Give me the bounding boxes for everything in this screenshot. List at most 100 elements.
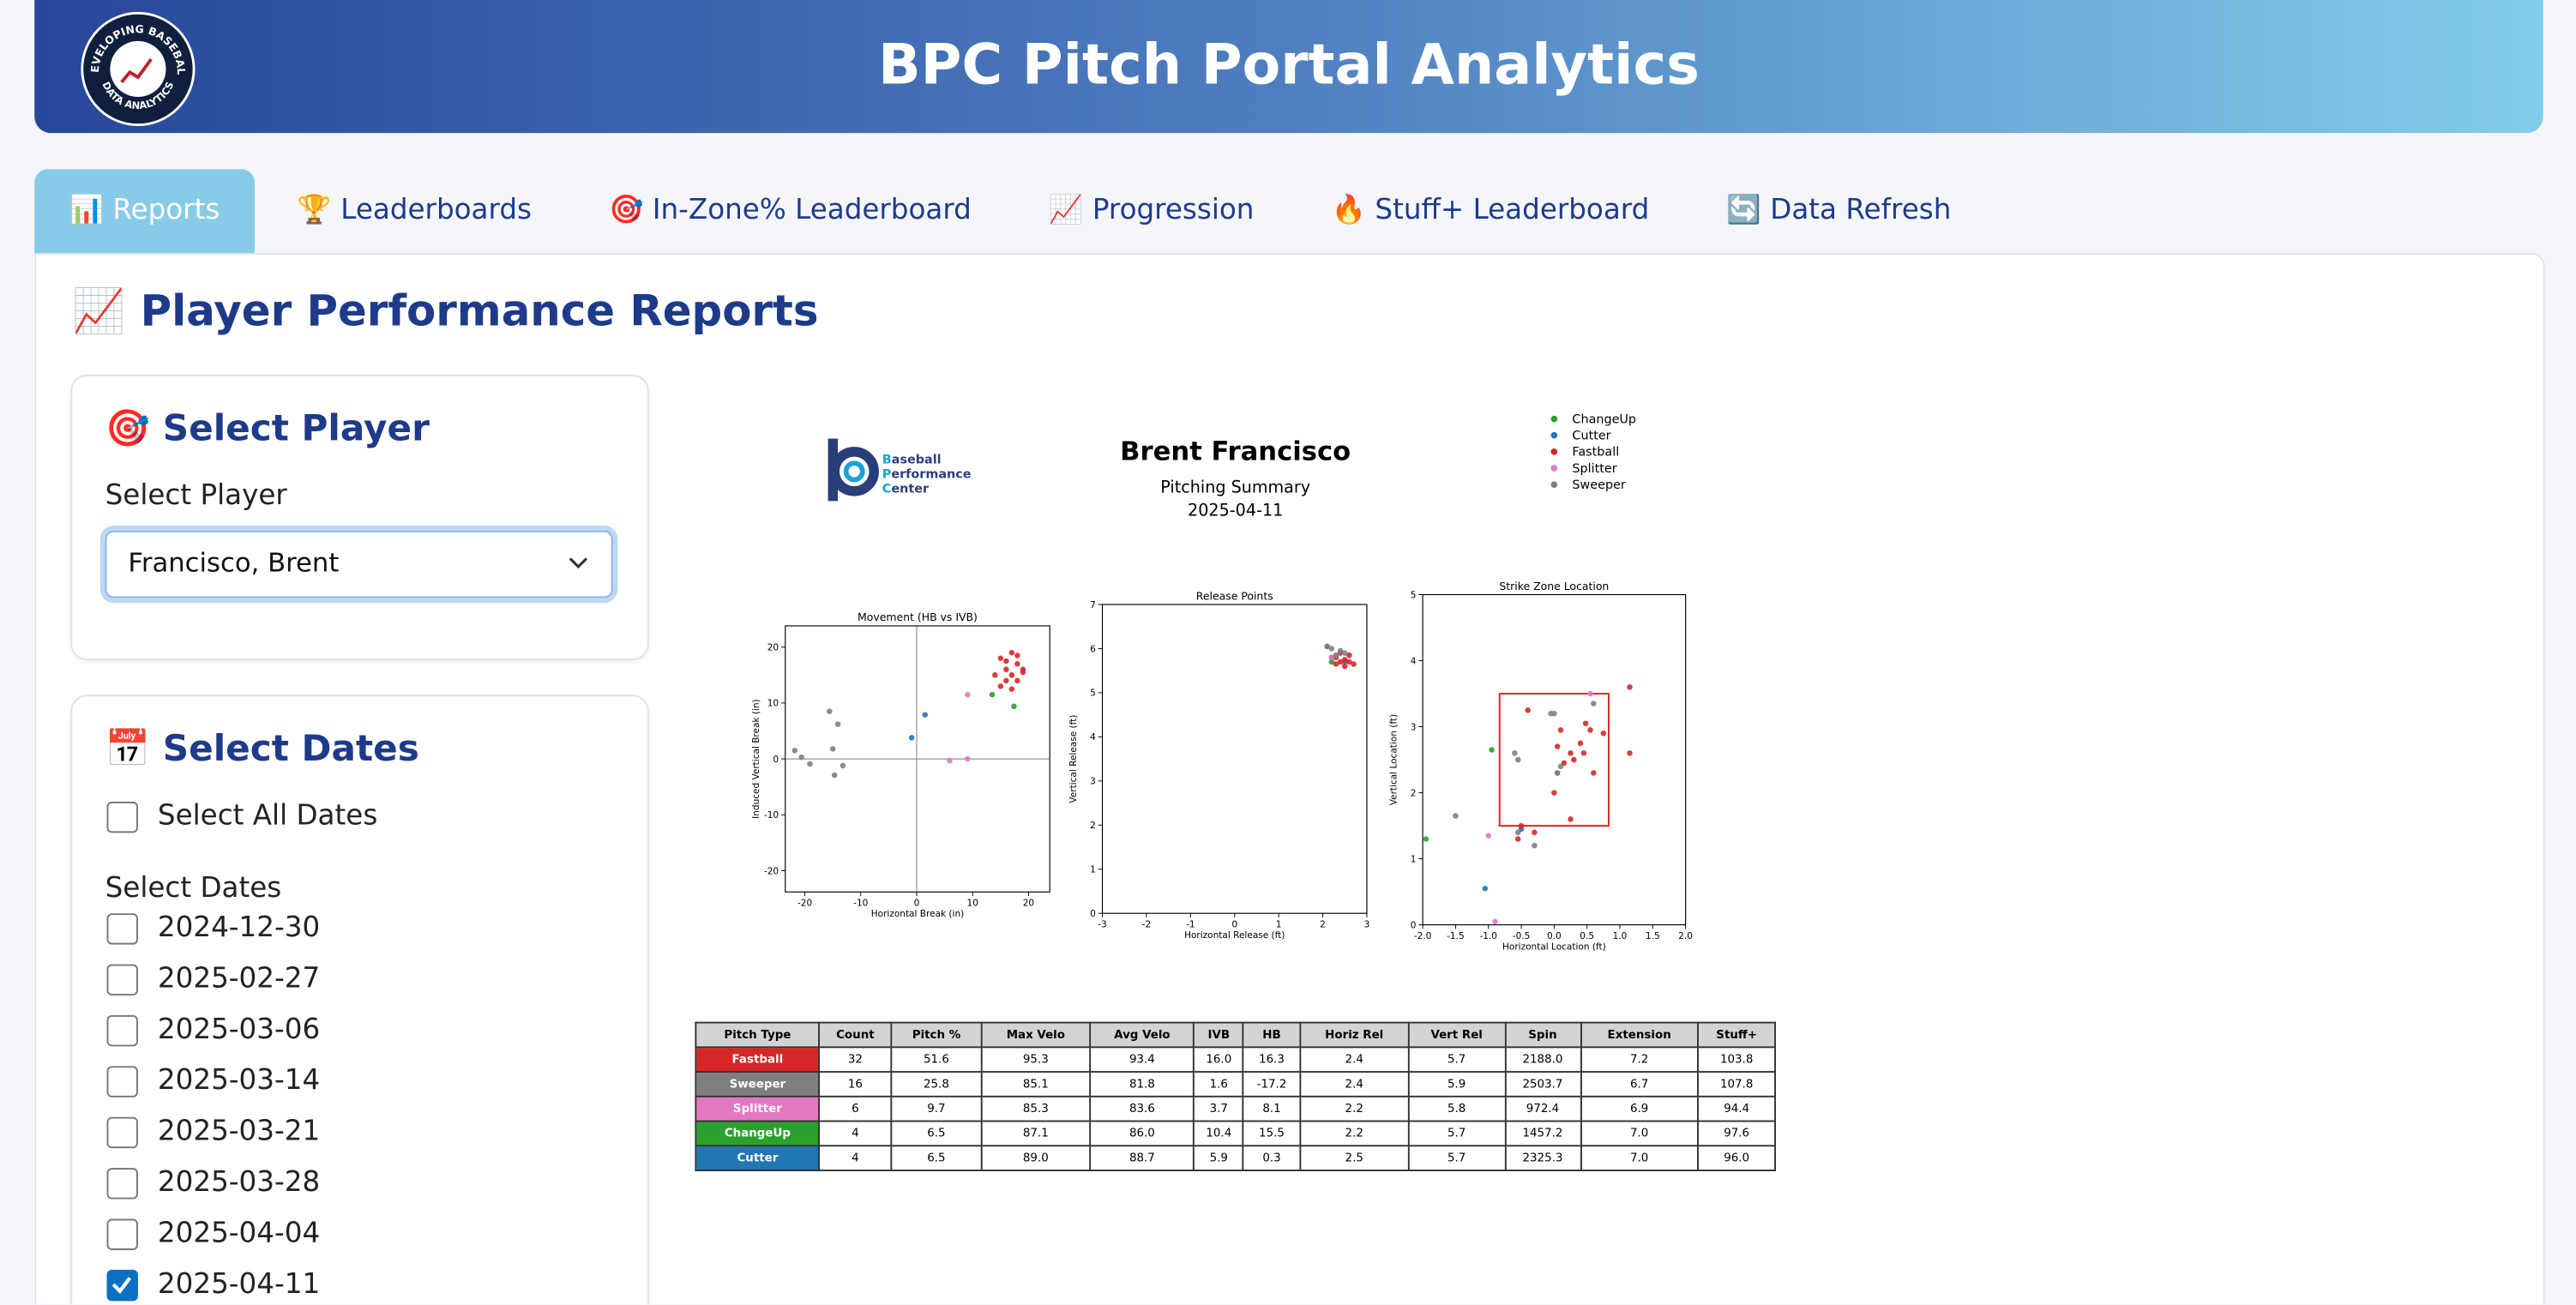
pitch-point [1532, 842, 1538, 849]
x-tick-label: -1.5 [1447, 931, 1465, 941]
pitch-point [992, 672, 998, 678]
table-cell: -17.2 [1243, 1071, 1302, 1098]
y-tick-label: 10 [767, 699, 779, 709]
table-cell: 10.4 [1193, 1120, 1244, 1147]
y-tick-label: 0 [1411, 920, 1417, 930]
table-header-cell: HB [1243, 1021, 1302, 1049]
pitch-point [1514, 829, 1521, 836]
checkbox[interactable] [106, 1066, 138, 1098]
pitch-point [807, 761, 813, 767]
table-cell: 2.2 [1299, 1095, 1410, 1122]
field-label: Select Dates [105, 872, 282, 905]
date-label: 2025-04-11 [157, 1268, 321, 1302]
x-tick-label: 0.5 [1580, 931, 1594, 941]
legend-marker [1550, 481, 1558, 488]
legend-marker [1550, 415, 1558, 423]
tab[interactable]: 🏆 Leaderboards [297, 194, 532, 227]
x-axis-label: Horizontal Location (ft) [1502, 941, 1606, 952]
pitch-point [1333, 652, 1339, 659]
pitch-point [1020, 669, 1026, 676]
strike-zone [1498, 693, 1610, 827]
checkbox[interactable] [106, 1116, 138, 1149]
pitch-point [831, 772, 838, 779]
table-cell: 2.4 [1299, 1046, 1410, 1073]
y-axis-label: Vertical Release (ft) [1068, 715, 1079, 803]
pitch-point [1512, 750, 1518, 756]
checkbox[interactable] [106, 913, 138, 945]
tab[interactable]: 🔥 Stuff+ Leaderboard [1331, 194, 1650, 227]
table-cell: 95.3 [980, 1046, 1092, 1073]
checkbox[interactable] [106, 1014, 138, 1047]
legend-marker [1550, 465, 1558, 472]
checkbox-label: Select All Dates [157, 800, 378, 833]
table-cell: 85.3 [980, 1095, 1092, 1122]
table-row: Sweeper 16 25.8 85.1 81.8 1.6 -17.2 2.4 5.9 2503.… [695, 1071, 1776, 1098]
plot-title: Release Points [1196, 589, 1273, 602]
legend-label: ChangeUp [1572, 412, 1636, 426]
player-card [70, 374, 649, 661]
checkbox[interactable] [106, 1168, 138, 1200]
pitch-point [827, 708, 833, 714]
date-label: 2025-02-27 [157, 962, 321, 995]
legend-label: Sweeper [1572, 478, 1625, 492]
player-select[interactable]: Francisco, Brent [105, 530, 613, 598]
pitch-point [1008, 649, 1015, 656]
checkbox[interactable] [106, 801, 138, 833]
table-cell: 6.7 [1580, 1071, 1700, 1098]
date-label: 2025-04-04 [157, 1217, 321, 1250]
tab[interactable]: 🔄 Data Refresh [1726, 194, 1952, 227]
pitch-point [1587, 690, 1593, 697]
table-cell: 972.4 [1503, 1095, 1581, 1122]
table-header-cell: Count [818, 1021, 893, 1049]
pitch-point [1008, 686, 1015, 692]
table-cell: 16.0 [1193, 1046, 1244, 1073]
x-tick-label: 0 [1231, 919, 1237, 929]
pitch-point [947, 757, 953, 764]
checkbox[interactable] [106, 964, 138, 995]
plot-frame [1101, 604, 1368, 914]
tab[interactable]: 📊 Reports [34, 169, 255, 254]
table-row: ChangeUp 4 6.5 87.1 86.0 10.4 15.5 2.2 5.7 1457.2… [695, 1120, 1776, 1147]
table-row: Fastball 32 51.6 95.3 93.4 16.0 16.3 2.4 5.7 2188… [695, 1046, 1776, 1073]
x-tick-label: 0 [914, 899, 920, 909]
pitch-point [1557, 763, 1564, 770]
date-label: 2025-03-14 [157, 1064, 321, 1098]
pitch-point [965, 691, 971, 698]
pitch-point [791, 748, 798, 754]
x-tick-label: 0.0 [1547, 931, 1562, 941]
pitch-point [834, 721, 841, 727]
x-tick-label: -1.0 [1479, 931, 1497, 941]
table-cell: 32 [818, 1046, 893, 1073]
pitch-point [1346, 652, 1352, 659]
legend-label: Splitter [1572, 462, 1616, 476]
checkbox[interactable] [106, 1218, 138, 1250]
pitch-point [1008, 672, 1015, 678]
table-cell: 96.0 [1697, 1145, 1776, 1171]
pitch-point [997, 655, 1004, 662]
logo-trend [120, 57, 153, 84]
tab[interactable]: 🎯 In-Zone% Leaderboard [609, 194, 972, 227]
legend-label: Fastball [1572, 446, 1619, 460]
pitch-point [1482, 885, 1489, 892]
chevron [569, 557, 588, 569]
pitch-point [1485, 833, 1491, 839]
checkbox[interactable] [106, 1269, 138, 1302]
x-tick-label: 1 [1276, 919, 1282, 929]
date-label: 2025-03-28 [157, 1166, 321, 1200]
table-cell: 107.8 [1697, 1071, 1776, 1098]
table-cell: 5.8 [1407, 1095, 1506, 1122]
y-tick-label: 3 [1090, 777, 1096, 787]
y-tick-label: 0 [1090, 909, 1096, 919]
y-tick-label: 1 [1090, 865, 1096, 875]
page-title: 📈 Player Performance Reports [72, 287, 819, 337]
table-cell: 86.0 [1089, 1120, 1195, 1147]
x-tick-label: 2 [1320, 919, 1326, 929]
table-cell: 7.0 [1580, 1120, 1700, 1147]
tab[interactable]: 📈 Progression [1048, 194, 1255, 227]
y-axis-label: Vertical Location (ft) [1388, 714, 1399, 805]
table-cell: 2.5 [1299, 1145, 1410, 1171]
pitch-point [1568, 750, 1574, 756]
report-logo-mark [828, 438, 879, 502]
table-cell: 15.5 [1243, 1120, 1302, 1147]
table-cell: 1.6 [1193, 1071, 1244, 1098]
